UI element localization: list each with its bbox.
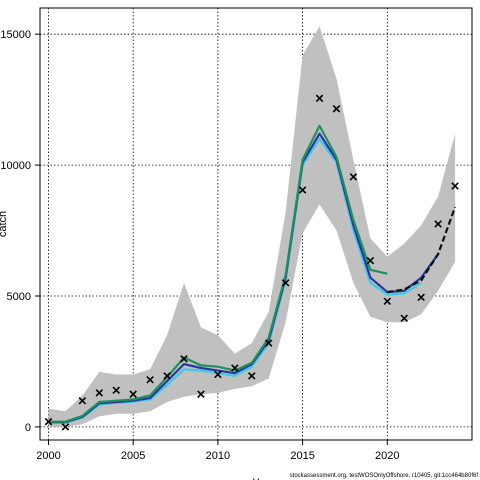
x-tick-label: 2005 [121,450,145,462]
observation-point [44,417,53,426]
observation-point [366,256,375,265]
x-axis-title: Y [252,477,260,480]
y-tick-label: 10000 [0,160,31,172]
x-tick-label: 2015 [290,450,314,462]
observation-point [383,297,392,306]
series-layer [48,124,457,424]
series-line [387,206,457,294]
observation-point [281,279,290,287]
x-tick-label: 2010 [206,450,230,462]
series-line [48,124,388,423]
observation-point [231,364,239,372]
observation-point [146,376,154,384]
observations-layer [44,94,459,431]
series-line [48,132,439,424]
observation-point [264,339,273,347]
y-axis-title: catch [0,211,9,237]
observation-point [451,182,459,190]
plot-frame [39,7,473,441]
observation-point [434,220,442,228]
observation-point [78,396,87,405]
observation-point [349,173,358,181]
observation-point [332,105,341,113]
observation-point [180,355,188,363]
x-tick-label: 2020 [375,450,399,462]
observation-point [197,390,205,398]
observation-point [417,293,425,302]
observation-point [315,94,324,103]
footnote: stockassessment.org, testWOSOnlyOffshore… [290,473,479,479]
y-tick-label: 15000 [0,29,31,41]
observation-point [163,372,171,380]
x-tick-label: 2000 [36,450,60,462]
observation-point [400,314,409,323]
observation-point [247,372,256,380]
observation-point [214,370,222,379]
observation-point [61,423,70,431]
observation-point [129,390,137,398]
observation-point [95,389,104,397]
axes: 2000 2005 2010 2015 2020 0 5000 10000 15000 [0,29,399,462]
observation-point [298,186,307,194]
y-tick-label: 5000 [7,291,31,303]
y-tick-label: 0 [25,422,31,434]
confidence-band [48,26,456,427]
confidence-band-layer [48,26,456,427]
observation-point [112,386,121,395]
